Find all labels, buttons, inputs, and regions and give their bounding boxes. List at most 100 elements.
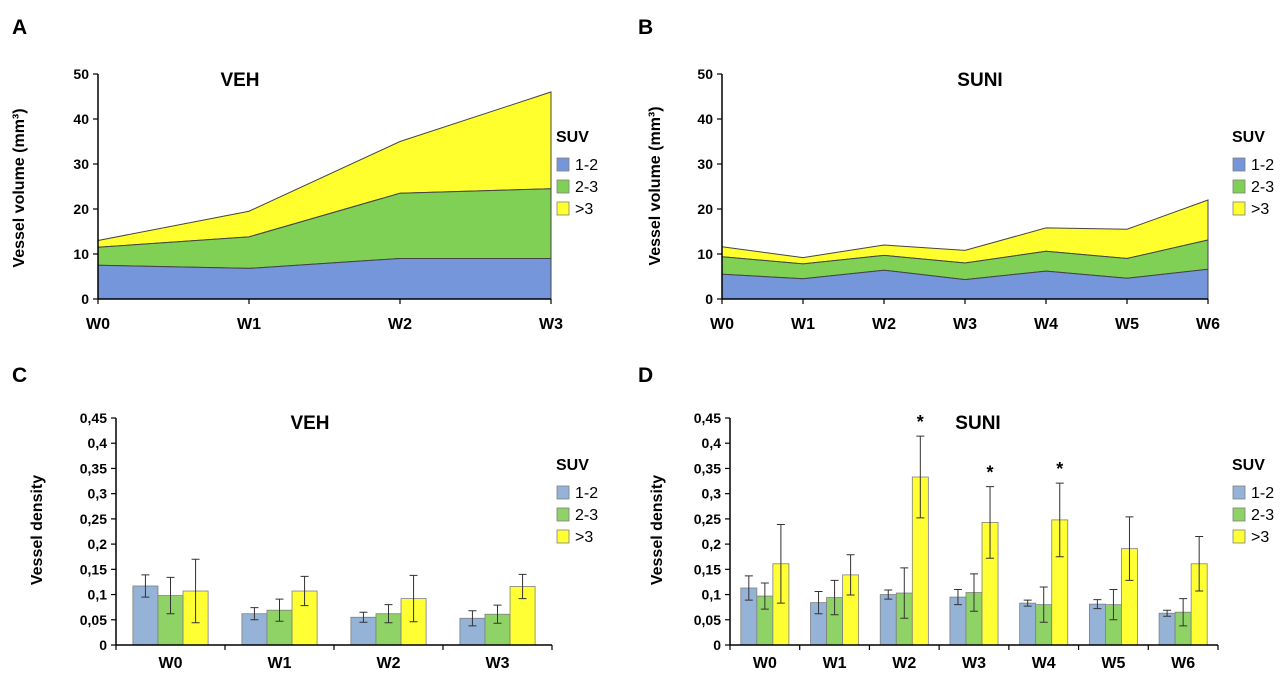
x-tick-label: W1 xyxy=(268,655,292,672)
chart-panel-d: D SUNI Vessel density * * * 0 0,05 0,1 0,15 0,2 0,2… xyxy=(638,364,1274,672)
y-tick-label: 40 xyxy=(697,111,713,127)
legend-swatch-1-2 xyxy=(1232,485,1246,500)
error-bar->3-W0 xyxy=(191,558,200,624)
y-tick-label: 0,3 xyxy=(88,486,108,502)
error-bar->3-W4 xyxy=(1055,482,1064,558)
panel-label-a: A xyxy=(12,16,27,39)
bar-1-2-W6 xyxy=(1158,612,1176,646)
error-bar-1-2-W1 xyxy=(250,607,259,621)
chart-title: SUNI xyxy=(957,70,1002,91)
legend-swatch->3 xyxy=(1232,201,1246,216)
legend-title: SUV xyxy=(556,129,589,146)
error-bar->3-W2 xyxy=(409,574,418,623)
bar-1-2-W5 xyxy=(1088,603,1106,646)
y-tick-label: 10 xyxy=(697,246,713,262)
y-tick-label: 10 xyxy=(73,246,89,262)
significance-marker: * xyxy=(987,463,994,483)
x-tick-label: W2 xyxy=(388,316,412,333)
x-tick-label: W6 xyxy=(1196,316,1220,333)
y-tick-label: 40 xyxy=(73,111,89,127)
error-bar->3-W3 xyxy=(986,486,995,559)
error-bar-2-3-W0 xyxy=(760,582,769,610)
x-tick-label: W2 xyxy=(892,655,916,672)
legend-swatch->3 xyxy=(1232,529,1246,544)
error-bar->3-W0 xyxy=(776,523,785,604)
legend-swatch->3 xyxy=(556,201,570,216)
legend-swatch-2-3 xyxy=(1232,179,1246,194)
error-bar->3-W6 xyxy=(1195,536,1204,592)
y-tick-label: 0,25 xyxy=(80,511,107,527)
error-bar-2-3-W0 xyxy=(166,576,175,615)
legend-label: 2-3 xyxy=(575,179,598,196)
x-tick-label: W3 xyxy=(539,316,563,333)
y-tick-label: 0,1 xyxy=(702,587,722,603)
x-tick-label: W5 xyxy=(1115,316,1139,333)
y-tick-label: 0,3 xyxy=(702,486,722,502)
y-axis-label: Vessel density xyxy=(29,475,46,585)
error-bar->3-W5 xyxy=(1125,516,1134,581)
error-bar-2-3-W1 xyxy=(830,579,839,616)
legend-swatch->3 xyxy=(556,529,570,544)
y-tick-label: 0,35 xyxy=(80,460,107,476)
legend-label: >3 xyxy=(575,529,593,546)
significance-marker: * xyxy=(917,412,924,432)
significance-marker: * xyxy=(1056,459,1063,479)
legend-title: SUV xyxy=(1232,129,1265,146)
error-bar-1-2-W0 xyxy=(744,575,753,601)
chart-title: SUNI xyxy=(955,413,1000,434)
legend-swatch-1-2 xyxy=(556,485,570,500)
y-tick-label: 0 xyxy=(705,291,713,307)
x-tick-label: W3 xyxy=(953,316,977,333)
error-bar-1-2-W5 xyxy=(1093,599,1102,610)
error-bar-2-3-W5 xyxy=(1109,589,1118,621)
legend-label: 1-2 xyxy=(575,157,598,174)
x-tick-label: W3 xyxy=(962,655,986,672)
y-tick-label: 0,05 xyxy=(80,612,107,628)
panel-label-d: D xyxy=(638,364,653,387)
error-bar-1-2-W2 xyxy=(359,611,368,623)
bar-1-2-W4 xyxy=(1019,602,1037,646)
error-bar-2-3-W4 xyxy=(1039,586,1048,623)
y-axis-label: Vessel volume (mm³) xyxy=(647,106,664,265)
legend-label: >3 xyxy=(575,201,593,218)
y-axis-label: Vessel density xyxy=(649,475,666,585)
y-tick-label: 20 xyxy=(697,201,713,217)
y-tick-label: 0 xyxy=(99,637,107,653)
chart-title: VEH xyxy=(290,413,329,434)
error-bar->3-W1 xyxy=(846,554,855,596)
legend-swatch-2-3 xyxy=(1232,507,1246,522)
y-tick-label: 30 xyxy=(73,156,89,172)
error-bar-1-2-W4 xyxy=(1023,599,1032,607)
x-tick-label: W6 xyxy=(1171,655,1195,672)
legend-label: >3 xyxy=(1251,529,1269,546)
error-bar->3-W2 xyxy=(916,435,925,519)
x-tick-label: W2 xyxy=(872,316,896,333)
error-bar-2-3-W2 xyxy=(900,567,909,619)
error-bar-2-3-W3 xyxy=(493,604,502,624)
error-bar->3-W1 xyxy=(300,575,309,607)
error-bar-1-2-W1 xyxy=(814,591,823,615)
legend-title: SUV xyxy=(1232,457,1265,474)
legend-label: 2-3 xyxy=(575,507,598,524)
y-tick-label: 0,4 xyxy=(702,435,722,451)
y-tick-label: 0,2 xyxy=(702,536,722,552)
legend-label: 1-2 xyxy=(1251,485,1274,502)
x-tick-label: W4 xyxy=(1032,655,1056,672)
legend-swatch-2-3 xyxy=(556,507,570,522)
legend-label: >3 xyxy=(1251,201,1269,218)
x-tick-label: W1 xyxy=(791,316,815,333)
error-bar-1-2-W3 xyxy=(468,610,477,627)
y-tick-label: 50 xyxy=(73,66,89,82)
chart-panel-b: B SUNI Vessel volume (mm³) 0 10 20 30 40 50 W0 W1 W… xyxy=(638,16,1274,333)
y-tick-label: 0,1 xyxy=(88,587,108,603)
x-tick-label: W0 xyxy=(710,316,734,333)
error-bar-2-3-W2 xyxy=(384,604,393,624)
x-tick-label: W0 xyxy=(753,655,777,672)
panel-label-b: B xyxy=(638,16,653,39)
y-axis-label: Vessel volume (mm³) xyxy=(11,108,28,267)
y-tick-label: 0,15 xyxy=(694,561,721,577)
y-tick-label: 0,05 xyxy=(694,612,721,628)
error-bar-1-2-W0 xyxy=(141,574,150,598)
y-tick-label: 0,45 xyxy=(694,410,721,426)
